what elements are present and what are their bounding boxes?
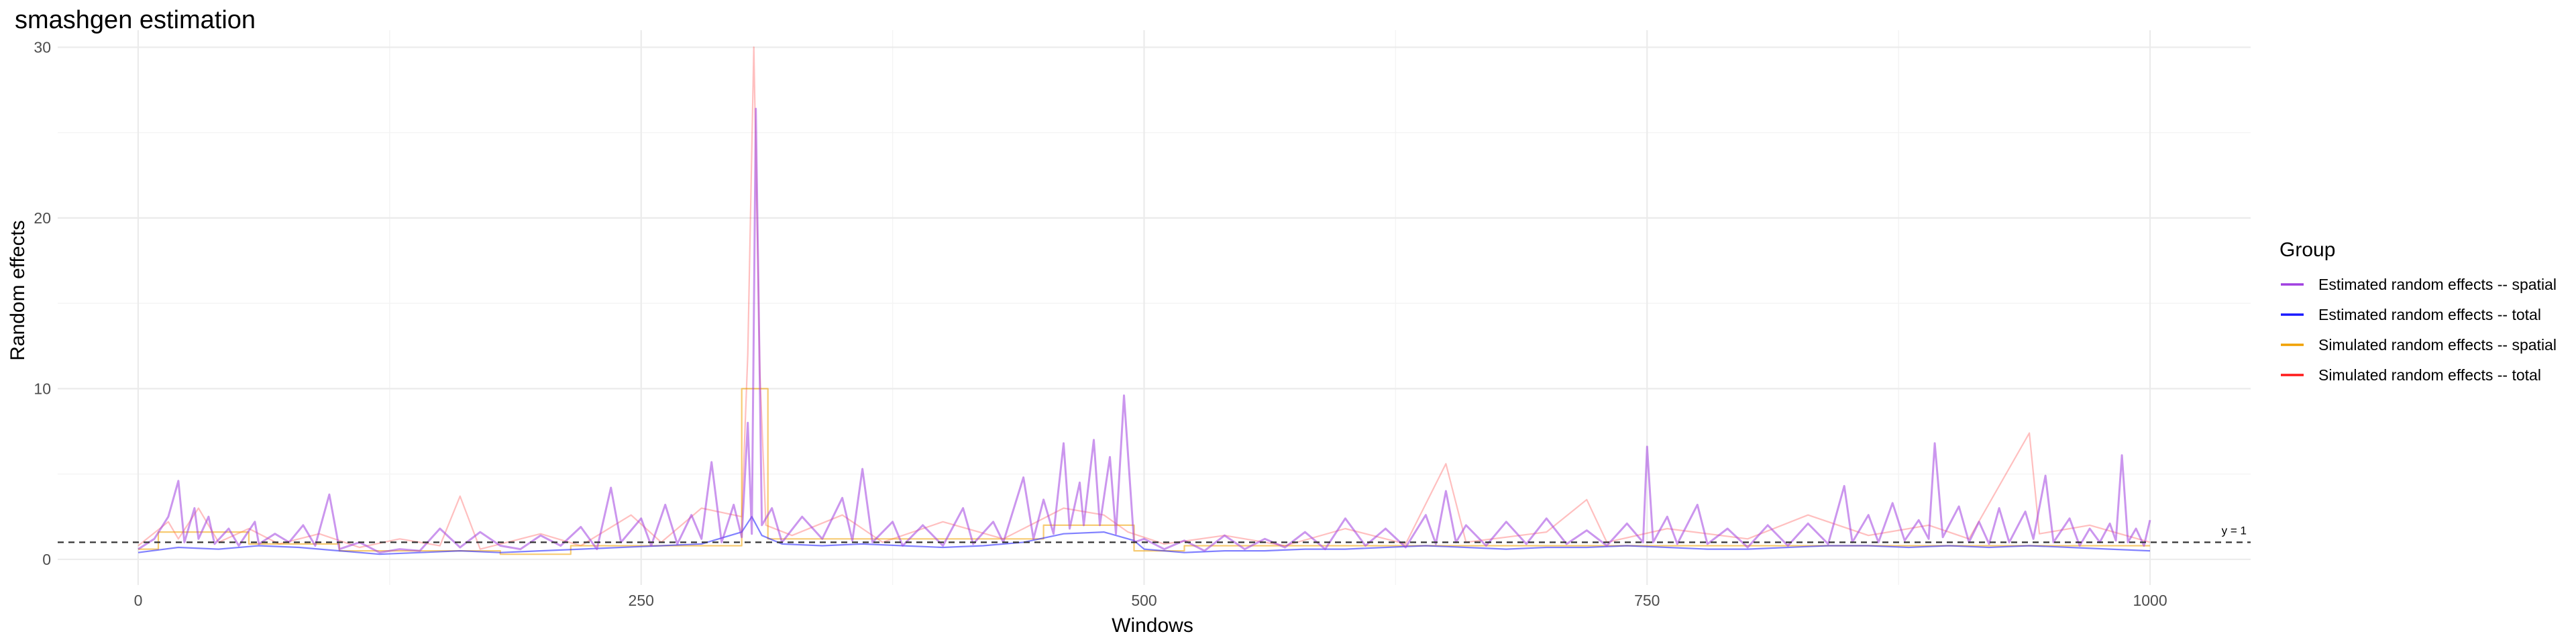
legend-title: Group: [2279, 239, 2335, 261]
y-tick-label: 10: [34, 380, 51, 397]
x-tick-label: 250: [629, 592, 654, 609]
x-tick-labels: 0 250 500 750 1000: [134, 592, 2167, 609]
series-line-1: [138, 516, 2151, 555]
x-tick-label: 500: [1131, 592, 1157, 609]
series-layer: [138, 46, 2151, 555]
legend-label-2: Simulated random effects -- spatial: [2318, 336, 2557, 354]
series-line-3: [138, 46, 2151, 550]
x-tick-label: 750: [1634, 592, 1660, 609]
y-tick-labels: 0 10 20 30: [34, 38, 51, 568]
y-tick-label: 30: [34, 38, 51, 56]
grid: [58, 30, 2251, 585]
legend: Group Estimated random effects -- spatia…: [2279, 239, 2557, 384]
chart-title: smashgen estimation: [15, 6, 256, 34]
series-line-0: [138, 107, 2151, 554]
x-tick-label: 0: [134, 592, 143, 609]
y-tick-label: 20: [34, 209, 51, 227]
legend-items: Estimated random effects -- spatial Estim…: [2281, 276, 2557, 384]
reference-line-label: y = 1: [2222, 524, 2247, 537]
y-axis-title: Random effects: [7, 220, 29, 361]
x-tick-label: 1000: [2133, 592, 2167, 609]
x-axis-title: Windows: [1112, 614, 1193, 637]
legend-label-0: Estimated random effects -- spatial: [2318, 276, 2557, 293]
y-tick-label: 0: [42, 551, 51, 568]
legend-label-1: Estimated random effects -- total: [2318, 306, 2541, 323]
legend-label-3: Simulated random effects -- total: [2318, 366, 2541, 384]
